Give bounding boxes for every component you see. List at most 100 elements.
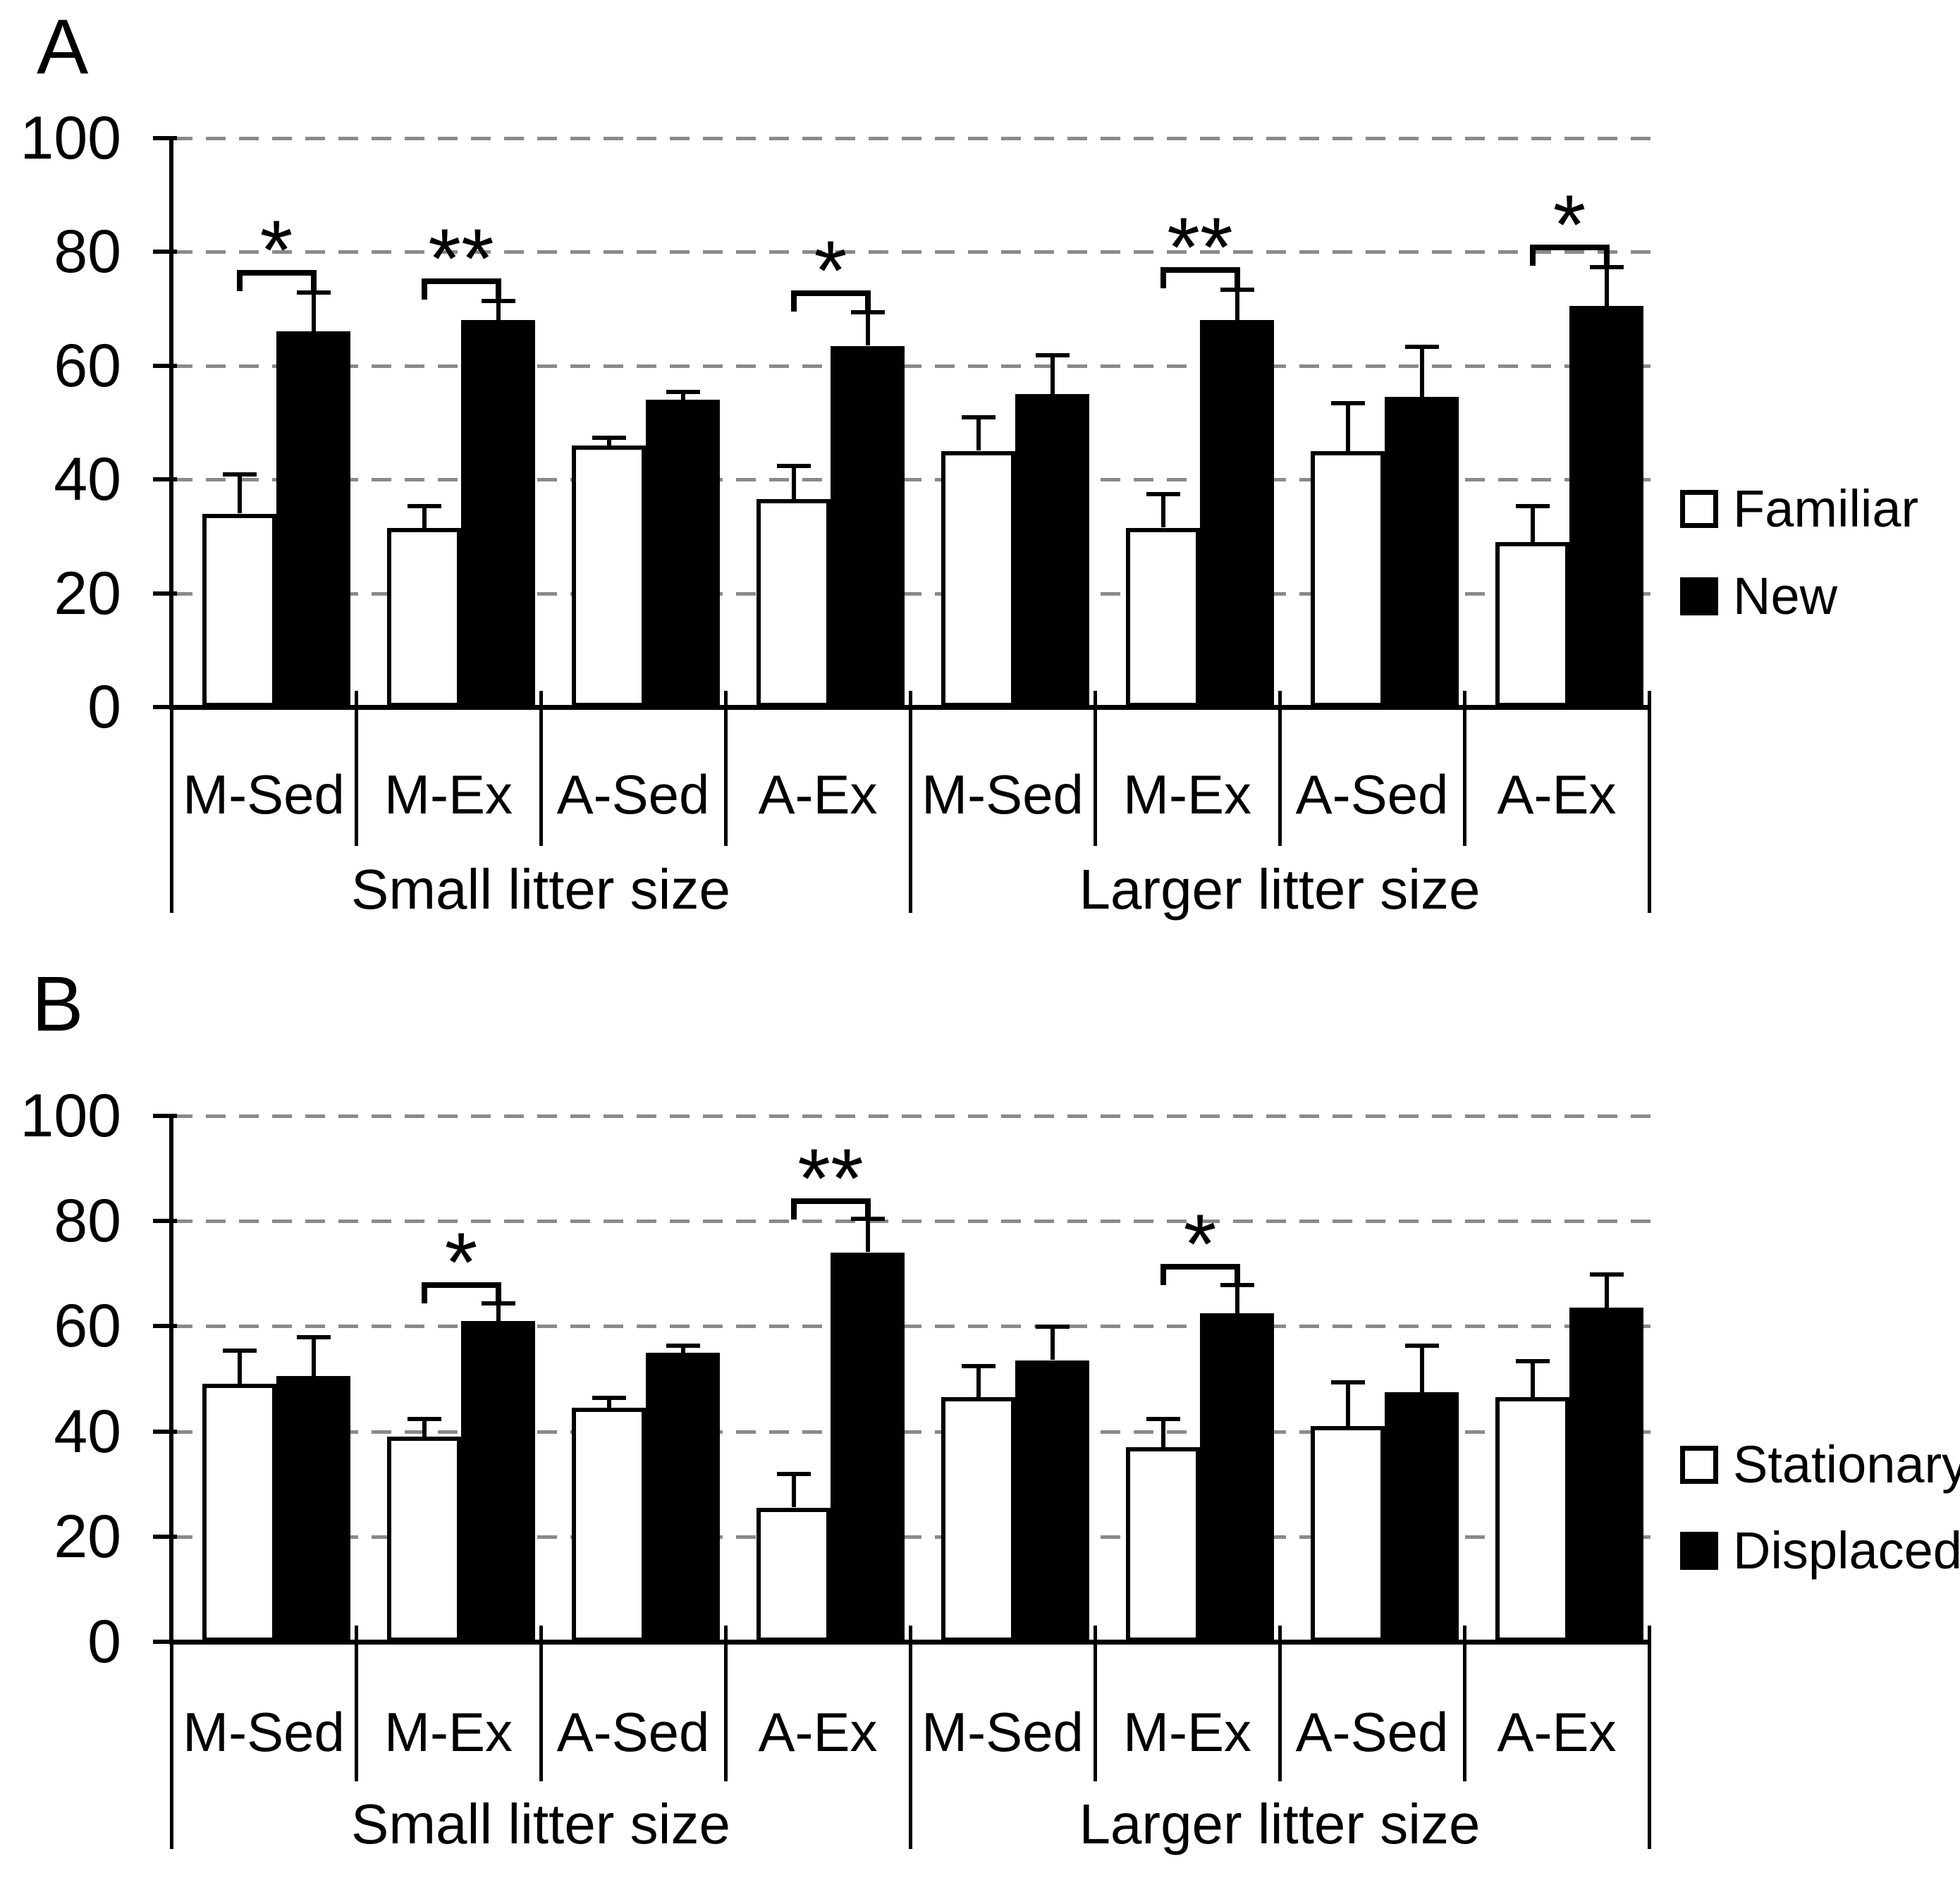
error-bar-line <box>1161 1418 1165 1447</box>
error-bar-line <box>1235 1284 1239 1313</box>
bar-B-3-Stationary <box>757 1508 831 1642</box>
error-bar-cap <box>1036 353 1070 357</box>
error-bar-line <box>607 1397 611 1408</box>
legend-swatch-displaced-icon <box>1680 1532 1718 1570</box>
y-tick-label-100: 100 <box>20 1082 122 1150</box>
significance-bracket-end <box>791 290 797 312</box>
group-boundary-line <box>170 691 173 913</box>
category-separator-line <box>1278 1626 1282 1781</box>
panel-a-label: A <box>37 4 90 90</box>
bar-B-2-Stationary <box>572 1408 646 1642</box>
significance-bracket-end <box>1160 267 1166 288</box>
bar-A-7-New <box>1569 306 1643 707</box>
error-bar-cap <box>1590 265 1624 269</box>
y-axis-tick-0 <box>153 705 177 709</box>
error-bar-line <box>1420 346 1424 398</box>
y-tick-label-0: 0 <box>87 1608 121 1676</box>
bar-B-4-Displaced <box>1015 1360 1089 1642</box>
significance-bracket-end <box>1160 1264 1166 1285</box>
x-category-label-A-3: A-Ex <box>758 763 878 825</box>
y-axis-tick-0 <box>153 1640 177 1644</box>
gridline-80 <box>173 1220 1650 1223</box>
legend-label-new: New <box>1733 567 1838 625</box>
bar-B-3-Displaced <box>831 1253 905 1642</box>
bar-A-6-Familiar <box>1311 451 1385 707</box>
error-bar-cap <box>1331 1380 1365 1384</box>
error-bar-cap <box>666 390 700 394</box>
error-bar-cap <box>1516 1359 1550 1363</box>
error-bar-cap <box>777 464 811 468</box>
error-bar-line <box>238 1350 242 1384</box>
error-bar-cap <box>1036 1325 1070 1329</box>
gridline-100 <box>173 1114 1650 1118</box>
x-category-label-A-2: A-Sed <box>556 763 710 825</box>
error-bar-cap <box>482 1301 515 1306</box>
error-bar-cap <box>777 1472 811 1476</box>
significance-bracket <box>1160 267 1240 273</box>
y-axis-line <box>169 136 173 709</box>
significance-bracket-end <box>865 1198 871 1220</box>
category-separator-line <box>539 691 543 846</box>
significance-bracket-end <box>1604 245 1610 266</box>
bar-B-5-Stationary <box>1126 1447 1200 1642</box>
y-tick-label-0: 0 <box>87 673 121 741</box>
significance-bracket <box>791 1198 871 1204</box>
error-bar-line <box>1051 355 1055 394</box>
significance-bracket-end <box>1530 245 1536 266</box>
error-bar-cap <box>1516 504 1550 508</box>
error-bar-line <box>792 465 796 499</box>
gridline-60 <box>173 364 1650 368</box>
category-separator-line <box>1278 691 1282 846</box>
group-boundary-line <box>170 1626 173 1849</box>
error-bar-line <box>1531 505 1535 542</box>
y-tick-label-100: 100 <box>20 104 122 172</box>
y-tick-label-40: 40 <box>54 1398 121 1466</box>
y-tick-label-40: 40 <box>54 446 121 513</box>
legend-swatch-new-icon <box>1680 577 1718 615</box>
category-separator-line <box>724 691 728 846</box>
y-axis-tick-40 <box>153 1430 177 1434</box>
significance-bracket <box>791 290 871 296</box>
error-bar-cap <box>297 1335 331 1339</box>
error-bar-line <box>422 505 427 528</box>
significance-bracket-end <box>1235 267 1240 288</box>
gridline-60 <box>173 1325 1650 1328</box>
x-category-label-B-7: A-Ex <box>1497 1701 1617 1763</box>
error-bar-cap <box>1220 288 1254 292</box>
y-tick-label-60: 60 <box>54 1292 121 1360</box>
x-category-label-B-5: M-Ex <box>1123 1701 1251 1763</box>
error-bar-cap <box>1220 1283 1254 1287</box>
y-tick-label-80: 80 <box>54 218 121 285</box>
gridline-100 <box>173 137 1650 140</box>
bar-A-5-Familiar <box>1126 528 1200 707</box>
y-axis-tick-60 <box>153 364 177 368</box>
significance-bracket-end <box>422 278 427 300</box>
significance-bracket <box>1160 1264 1240 1270</box>
error-bar-line <box>866 312 870 345</box>
x-category-label-A-7: A-Ex <box>1497 763 1617 825</box>
x-category-label-B-0: M-Sed <box>183 1701 345 1763</box>
bar-A-3-New <box>831 346 905 707</box>
bar-B-7-Stationary <box>1495 1397 1569 1642</box>
bar-A-5-New <box>1200 320 1274 707</box>
error-bar-line <box>496 300 501 320</box>
error-bar-cap <box>482 299 515 303</box>
error-bar-line <box>1605 1274 1609 1308</box>
legend-label-stationary: Stationary <box>1733 1435 1960 1494</box>
category-separator-line <box>1094 1626 1097 1781</box>
error-bar-line <box>1605 266 1609 306</box>
significance-bracket-end <box>1235 1264 1240 1285</box>
category-separator-line <box>1463 1626 1466 1781</box>
y-axis-tick-80 <box>153 1219 177 1223</box>
error-bar-cap <box>408 1417 441 1421</box>
significance-bracket-end <box>791 1198 797 1220</box>
y-tick-label-60: 60 <box>54 332 121 400</box>
bar-B-1-Stationary <box>387 1437 461 1642</box>
bar-A-0-New <box>276 331 350 707</box>
x-category-label-B-4: M-Sed <box>921 1701 1084 1763</box>
y-axis-tick-40 <box>153 477 177 481</box>
bar-A-6-New <box>1385 397 1459 707</box>
bar-A-1-New <box>461 320 535 707</box>
x-category-label-A-1: M-Ex <box>384 763 513 825</box>
bar-B-6-Displaced <box>1385 1392 1459 1642</box>
